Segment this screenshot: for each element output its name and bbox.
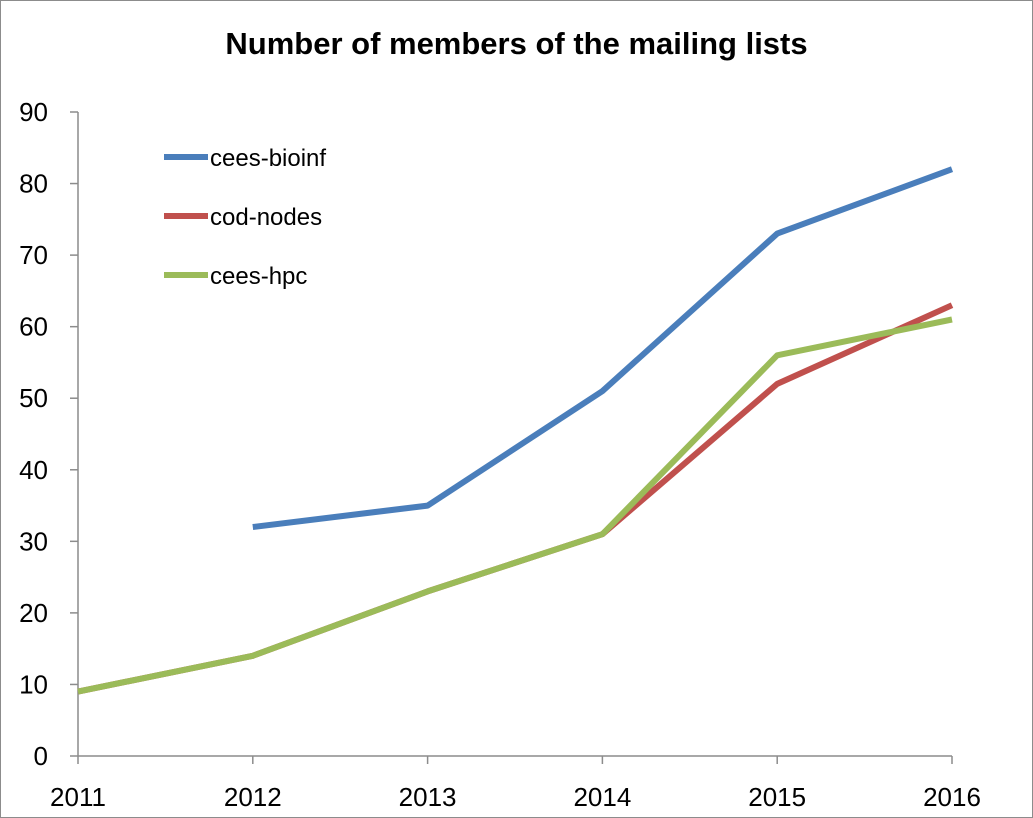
y-tick-label: 50 xyxy=(19,383,48,413)
chart-axes: 0 10 20 30 40 50 60 70 80 90 2011 2012 2013 2014 2015 2… xyxy=(19,97,981,812)
series-line-cod-nodes xyxy=(77,302,954,695)
series-line-cees-bioinf xyxy=(252,166,954,530)
legend-label-cod-nodes: cod-nodes xyxy=(210,204,322,231)
y-tick-label: 80 xyxy=(19,169,48,199)
x-tick-label: 2012 xyxy=(224,782,282,812)
legend-label-cees-bioinf: cees-bioinf xyxy=(210,145,326,172)
y-tick-label: 30 xyxy=(19,526,48,556)
y-tick-label: 40 xyxy=(19,455,48,485)
y-tick-label: 20 xyxy=(19,598,48,628)
y-tick-label: 60 xyxy=(19,312,48,342)
x-tick-label: 2014 xyxy=(573,782,631,812)
chart-title: Number of members of the mailing lists xyxy=(225,26,808,61)
series-line-cees-hpc xyxy=(77,316,953,695)
x-tick-label: 2011 xyxy=(50,782,106,812)
y-tick-label: 90 xyxy=(19,97,48,127)
y-tick-label: 0 xyxy=(34,741,48,771)
chart-legend: cees-bioinf cod-nodes cees-hpc xyxy=(164,145,326,290)
legend-label-cees-hpc: cees-hpc xyxy=(210,263,307,290)
y-tick-label: 70 xyxy=(19,240,48,270)
x-tick-label: 2016 xyxy=(923,782,981,812)
y-tick-label: 10 xyxy=(19,669,48,699)
x-tick-label: 2015 xyxy=(748,782,806,812)
x-tick-label: 2013 xyxy=(399,782,457,812)
chart-series xyxy=(77,166,954,695)
